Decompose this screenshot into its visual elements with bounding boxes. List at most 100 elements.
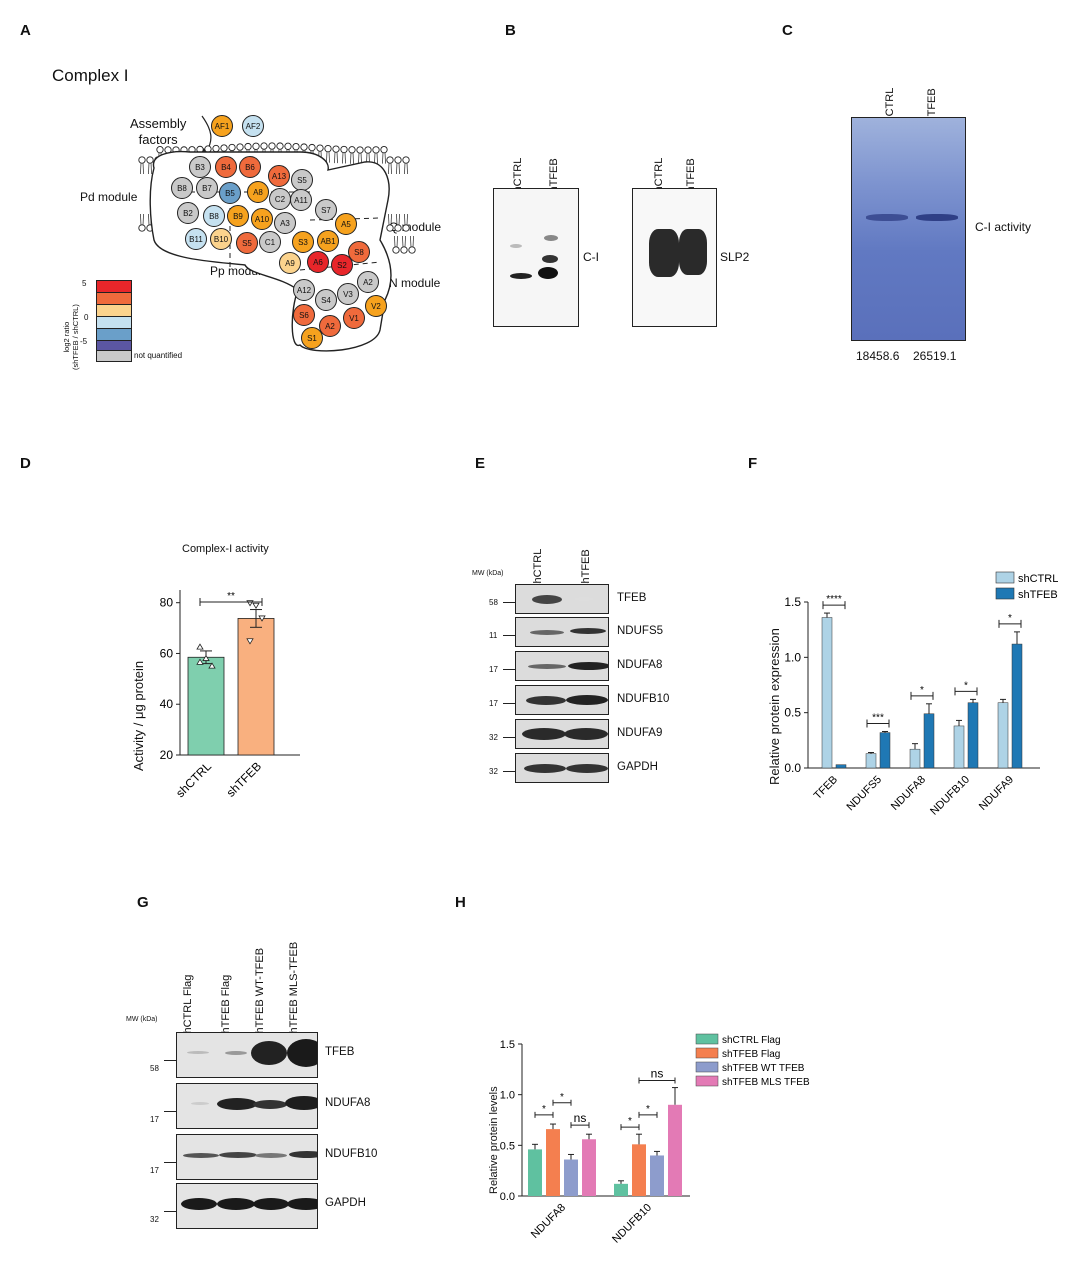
ci-band-shctrl-faint: [510, 244, 522, 248]
h-xlabel-NDUFB10: NDUFB10: [610, 1202, 654, 1246]
subunit-a11: A11: [290, 189, 312, 211]
subunit-s5: S5: [236, 232, 258, 254]
blot-g-label: NDUFA8: [325, 1097, 371, 1109]
h-sig-label: *: [646, 1104, 650, 1115]
subunit-label: A11: [294, 196, 308, 205]
subunit-circle: [259, 231, 281, 253]
lipid-tail: [350, 152, 352, 164]
legend-swatch-light-blue: [96, 317, 132, 329]
blot-e-mw-tick: [503, 771, 515, 772]
blot-band: [191, 1102, 209, 1105]
blot-e-label: NDUFA9: [617, 727, 663, 739]
legend-tick-5: 5: [82, 279, 87, 288]
lipid-head: [392, 246, 400, 254]
lipid-tail: [410, 235, 412, 248]
subunit-circle: [331, 254, 353, 276]
blot-e-mw-tick: [503, 635, 515, 636]
subunit-circle: [293, 279, 315, 301]
f-sig-label: *: [920, 685, 924, 696]
blot-g-mw-tick: [164, 1211, 176, 1212]
n-module-label: N module: [389, 276, 441, 290]
blot-band: [528, 664, 566, 669]
lipid-head: [300, 143, 308, 151]
d-point: [202, 654, 210, 661]
h-legend-swatch: [695, 1047, 719, 1059]
lipid-head: [244, 142, 252, 151]
complex-i-diagram: AF1 AF2 B3 B4 B6 A13 S5 B8 B7 B5 A8 C2 A11 S7 B2 B8 B9 A1…: [138, 115, 416, 352]
lipid-tail: [382, 152, 384, 164]
h-sig-label: *: [628, 1116, 632, 1127]
subunit-label: B6: [245, 163, 255, 172]
subunit-circle: [290, 189, 312, 211]
subunit-b2: B2: [177, 202, 199, 224]
d-point: [196, 643, 204, 650]
f-xlabel-NDUFA9: NDUFA9: [977, 774, 1016, 813]
g-lane-4: shTFEB MLS-TFEB: [288, 941, 300, 1039]
panel-letter-c: C: [782, 22, 793, 39]
h-sig-label: ns: [651, 1066, 664, 1080]
h-bar-NDUFA8-shTFEB MLS TFEB: [582, 1139, 596, 1196]
subunit-label: C2: [275, 195, 286, 204]
legend-axis-line2: (shTFEB / shCTRL): [71, 304, 80, 370]
lipid-head: [138, 224, 146, 232]
blot-e-mw: 32: [489, 767, 498, 776]
lipid-tail: [352, 152, 354, 164]
d-ytick-label: 40: [160, 697, 174, 711]
blot-band: [287, 1039, 317, 1067]
subunit-s3: S3: [292, 231, 314, 253]
q-module-label: Q module: [389, 220, 442, 234]
blot-band: [255, 1153, 287, 1158]
lipid-head: [400, 246, 408, 254]
blot-e-label: GAPDH: [617, 761, 658, 773]
chart-h: 0.0 0.5 1.0 1.5 * * ns NDUFA8 * * ns NDUFB10 shCTRL …: [500, 1033, 810, 1246]
f-legend-swatch: [995, 587, 1015, 600]
blot-band: [566, 695, 608, 705]
h-sig-label: ns: [574, 1111, 587, 1125]
blot-ci: [493, 188, 579, 327]
lipid-tail: [140, 213, 142, 226]
lipid-head: [236, 143, 244, 151]
legend-swatch-orange-red: [96, 293, 132, 305]
subunit-v3: V3: [337, 283, 359, 305]
subunit-label: AF1: [215, 122, 230, 131]
h-bar-NDUFB10-shTFEB WT TFEB: [650, 1155, 664, 1196]
lipid-tail: [404, 162, 406, 175]
d-xlabel-shCTRL: shCTRL: [173, 759, 214, 800]
blot-e-mw-tick: [503, 737, 515, 738]
blot-e-ndufs5: [515, 617, 609, 647]
lipid-head: [386, 156, 394, 164]
blot-e-label: TFEB: [617, 592, 647, 604]
lipid-tail: [358, 152, 360, 164]
h-ytick-label: 1.0: [500, 1090, 515, 1102]
subunit-label: A6: [313, 258, 323, 267]
lipid-tail: [150, 162, 152, 175]
lipid-head: [348, 146, 356, 154]
f-xlabel-NDUFA8: NDUFA8: [889, 774, 928, 813]
legend-swatch-red: [96, 280, 132, 293]
blot-e-mw: 32: [489, 733, 498, 742]
pd-module-label: Pd module: [80, 190, 138, 204]
legend-swatch-mid-blue: [96, 329, 132, 341]
ci-activity-label: C-I activity: [975, 220, 1032, 234]
subunit-label: AB1: [320, 237, 336, 246]
subunit-label: B8: [177, 184, 187, 193]
lipid-head: [284, 142, 292, 150]
lipid-head: [292, 142, 300, 151]
blot-band: [217, 1098, 257, 1110]
subunit-circle: [274, 212, 296, 234]
blot-band: [251, 1041, 287, 1065]
blot-g-mw-tick: [164, 1060, 176, 1061]
subunit-circle: [196, 177, 218, 199]
blot-e-mw: 17: [489, 699, 498, 708]
lipid-head: [324, 144, 332, 153]
chart-d: 20 40 60 80 shCTRL shTFEB **: [160, 590, 300, 800]
lipid-head: [156, 146, 164, 154]
subunit-label: AF2: [246, 122, 261, 131]
panel-letter-d: D: [20, 455, 31, 472]
d-point: [208, 662, 216, 669]
d-point: [252, 602, 260, 610]
f-sig-label: ***: [872, 712, 884, 723]
blot-e-ndufa9: [515, 719, 609, 749]
lipid-head: [212, 144, 220, 153]
subunit-circle: [315, 289, 337, 311]
